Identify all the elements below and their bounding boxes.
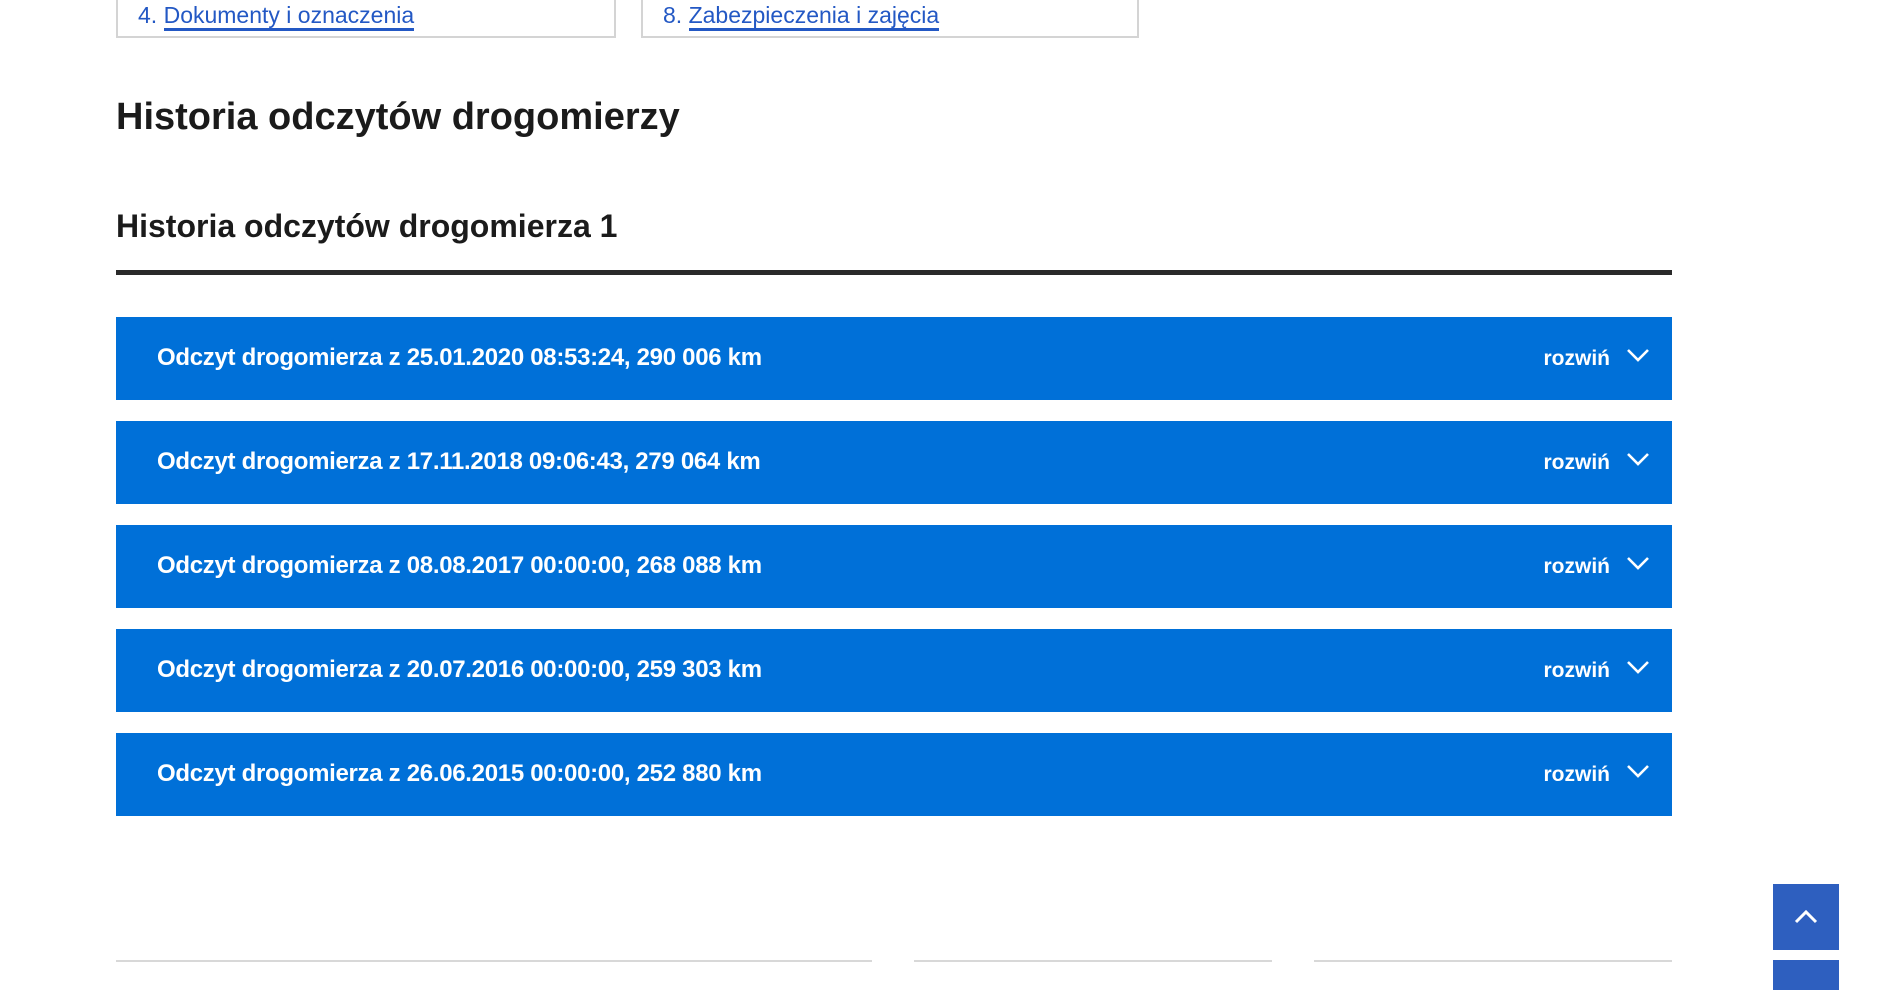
odometer-reading-accordion[interactable]: Odczyt drogomierza z 17.11.2018 09:06:43… xyxy=(116,421,1672,504)
footer-divider xyxy=(116,960,872,962)
toc-link-text[interactable]: Dokumenty i oznaczenia xyxy=(163,2,415,31)
section-divider xyxy=(116,270,1672,275)
expand-toggle-label[interactable]: rozwiń xyxy=(1543,763,1611,786)
section-title: Historia odczytów drogomierzy xyxy=(116,96,680,138)
odometer-reading-accordion[interactable]: Odczyt drogomierza z 26.06.2015 00:00:00… xyxy=(116,733,1672,816)
chevron-up-icon xyxy=(1794,909,1818,924)
reading-title: Odczyt drogomierza z 25.01.2020 08:53:24… xyxy=(157,344,762,371)
expand-toggle-label[interactable]: rozwiń xyxy=(1543,451,1611,474)
toc-link-dokumenty[interactable]: 4. Dokumenty i oznaczenia xyxy=(138,2,415,31)
subsection-title: Historia odczytów drogomierza 1 xyxy=(116,208,618,244)
reading-title: Odczyt drogomierza z 26.06.2015 00:00:00… xyxy=(157,760,762,787)
footer-divider xyxy=(1314,960,1672,962)
reading-title: Odczyt drogomierza z 20.07.2016 00:00:00… xyxy=(157,656,762,683)
odometer-reading-accordion[interactable]: Odczyt drogomierza z 20.07.2016 00:00:00… xyxy=(116,629,1672,712)
toc-link-text[interactable]: Zabezpieczenia i zajęcia xyxy=(688,2,940,31)
reading-title: Odczyt drogomierza z 08.08.2017 00:00:00… xyxy=(157,552,762,579)
expand-toggle-label[interactable]: rozwiń xyxy=(1543,555,1611,578)
toc-number: 8. xyxy=(663,2,689,28)
secondary-floating-button[interactable] xyxy=(1773,960,1839,990)
back-to-top-button[interactable] xyxy=(1773,884,1839,950)
toc-card: 4. Dokumenty i oznaczenia xyxy=(116,0,616,38)
toc-card: 8. Zabezpieczenia i zajęcia xyxy=(641,0,1139,38)
chevron-down-icon xyxy=(1627,453,1649,466)
reading-title: Odczyt drogomierza z 17.11.2018 09:06:43… xyxy=(157,448,761,475)
expand-toggle-label[interactable]: rozwiń xyxy=(1543,659,1611,682)
odometer-reading-accordion[interactable]: Odczyt drogomierza z 25.01.2020 08:53:24… xyxy=(116,317,1672,400)
odometer-reading-accordion[interactable]: Odczyt drogomierza z 08.08.2017 00:00:00… xyxy=(116,525,1672,608)
toc-number: 4. xyxy=(138,2,164,28)
chevron-down-icon xyxy=(1627,349,1649,362)
chevron-down-icon xyxy=(1627,765,1649,778)
chevron-down-icon xyxy=(1627,661,1649,674)
expand-toggle-label[interactable]: rozwiń xyxy=(1543,347,1611,370)
toc-link-zabezpieczenia[interactable]: 8. Zabezpieczenia i zajęcia xyxy=(663,2,940,31)
chevron-down-icon xyxy=(1627,557,1649,570)
footer-divider xyxy=(914,960,1272,962)
